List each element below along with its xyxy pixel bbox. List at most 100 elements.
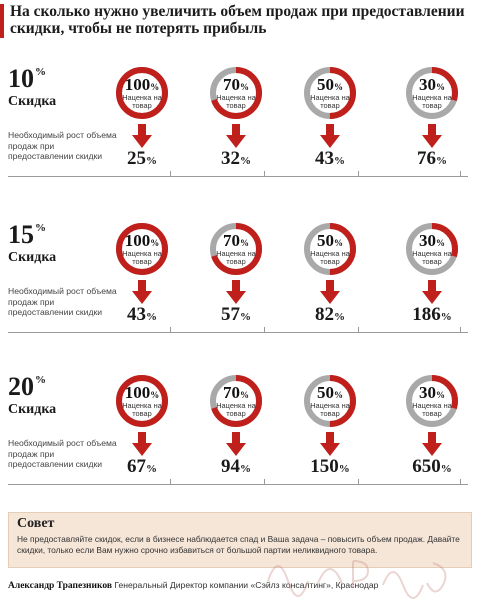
result-percent-sign: % — [334, 311, 345, 323]
result-percent-sign: % — [146, 463, 157, 475]
baseline-tick — [358, 171, 359, 177]
title-accent-bar — [0, 4, 4, 38]
growth-label: Необходимый рост объема продаж при предо… — [8, 286, 117, 317]
markup-value: 100% — [124, 231, 160, 250]
header: На сколько нужно увеличить объем продаж … — [0, 0, 480, 42]
markup-ring: 50% Наценка на товар — [303, 374, 357, 428]
markup-value: 30% — [419, 383, 445, 402]
markup-ring-graphic — [406, 375, 458, 427]
markup-percent-sign: % — [240, 238, 249, 248]
baseline-tick — [264, 479, 265, 485]
down-arrow-icon — [422, 432, 442, 456]
baseline-line — [8, 176, 468, 177]
discount-value: 20% — [8, 374, 46, 400]
required-growth-value: 650% — [412, 456, 452, 477]
advice-title: Совет — [17, 516, 55, 531]
ring-fill — [406, 375, 458, 427]
growth-label: Необходимый рост объема продаж при предо… — [8, 438, 117, 469]
markup-ring-graphic — [210, 67, 262, 119]
discount-percent-sign: % — [35, 66, 46, 78]
markup-ring: 100% Наценка на товар — [115, 374, 169, 428]
result-percent-sign: % — [146, 311, 157, 323]
markup-percent-sign: % — [334, 390, 343, 400]
ring-fill — [116, 223, 168, 275]
author-name: Александр Трапезников — [8, 581, 112, 591]
markup-ring: 100% Наценка на товар — [115, 222, 169, 276]
markup-percent-sign: % — [334, 82, 343, 92]
markup-ring: 30% Наценка на товар — [405, 66, 459, 120]
markup-label: Наценка на товар — [310, 249, 350, 266]
result-percent-sign: % — [240, 463, 251, 475]
baseline-tick — [460, 479, 461, 485]
required-growth-value: 82% — [315, 304, 345, 325]
markup-ring: 70% Наценка на товар — [209, 374, 263, 428]
markup-label: Наценка на товар — [412, 249, 452, 266]
markup-label: Наценка на товар — [412, 401, 452, 418]
baseline-tick — [358, 327, 359, 333]
discount-label: Скидка — [8, 94, 57, 109]
required-growth-value: 25% — [127, 148, 157, 169]
markup-ring: 100% Наценка на товар — [115, 66, 169, 120]
markup-value: 50% — [317, 75, 343, 94]
down-arrow-icon — [422, 124, 442, 148]
markup-ring-graphic — [304, 223, 356, 275]
required-growth-value: 32% — [221, 148, 251, 169]
markup-ring: 70% Наценка на товар — [209, 222, 263, 276]
down-arrow-icon — [320, 124, 340, 148]
result-percent-sign: % — [334, 155, 345, 167]
result-percent-sign: % — [440, 311, 452, 323]
result-percent-sign: % — [146, 155, 157, 167]
down-arrow-icon — [422, 280, 442, 304]
required-growth-value: 76% — [417, 148, 447, 169]
down-arrow-icon — [320, 432, 340, 456]
page-title: На сколько нужно увеличить объем продаж … — [10, 3, 465, 37]
markup-label: Наценка на товар — [310, 93, 350, 110]
markup-ring-graphic — [210, 375, 262, 427]
discount-percent-sign: % — [35, 374, 46, 386]
required-growth-value: 94% — [221, 456, 251, 477]
result-percent-sign: % — [240, 311, 251, 323]
discount-number: 20 — [8, 372, 34, 401]
ring-fill — [304, 375, 356, 427]
required-growth-value: 67% — [127, 456, 157, 477]
ring-fill — [116, 67, 168, 119]
markup-percent-sign: % — [436, 82, 445, 92]
markup-value: 100% — [124, 75, 160, 94]
markup-value: 30% — [419, 75, 445, 94]
discount-percent-sign: % — [35, 222, 46, 234]
markup-ring-graphic — [406, 67, 458, 119]
markup-label: Наценка на товар — [122, 249, 162, 266]
ring-fill — [304, 223, 356, 275]
baseline-tick — [170, 479, 171, 485]
result-percent-sign: % — [338, 463, 350, 475]
discount-label: Скидка — [8, 250, 57, 265]
result-percent-sign: % — [240, 155, 251, 167]
markup-ring-graphic — [116, 375, 168, 427]
ring-fill — [406, 223, 458, 275]
baseline-line — [8, 484, 468, 485]
result-percent-sign: % — [436, 155, 447, 167]
discount-section: 15% Скидка Необходимый рост объема продаж … — [0, 222, 480, 372]
down-arrow-icon — [226, 280, 246, 304]
ring-fill — [304, 67, 356, 119]
markup-ring-graphic — [304, 67, 356, 119]
watermark-logo — [267, 560, 447, 599]
baseline-tick — [264, 171, 265, 177]
markup-ring: 50% Наценка на товар — [303, 66, 357, 120]
footer-credit: Александр Трапезников Генеральный Директ… — [8, 580, 478, 591]
baseline-tick — [264, 327, 265, 333]
markup-ring-graphic — [116, 223, 168, 275]
required-growth-value: 186% — [412, 304, 452, 325]
down-arrow-icon — [226, 432, 246, 456]
markup-ring: 70% Наценка на товар — [209, 66, 263, 120]
markup-percent-sign: % — [150, 82, 160, 92]
required-growth-value: 43% — [315, 148, 345, 169]
markup-label: Наценка на товар — [216, 93, 256, 110]
markup-label: Наценка на товар — [216, 249, 256, 266]
markup-value: 70% — [223, 231, 249, 250]
markup-label: Наценка на товар — [412, 93, 452, 110]
down-arrow-icon — [132, 280, 152, 304]
required-growth-value: 57% — [221, 304, 251, 325]
baseline-line — [8, 332, 468, 333]
required-growth-value: 150% — [310, 456, 350, 477]
